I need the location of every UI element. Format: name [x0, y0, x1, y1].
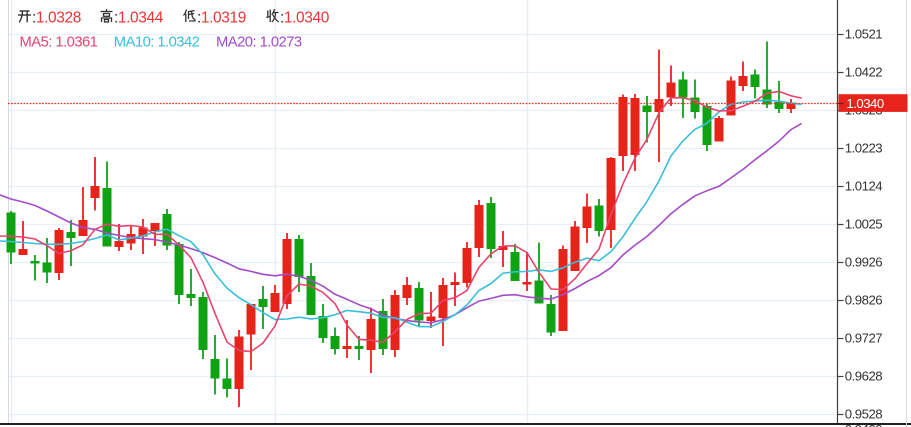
svg-text:0.9528: 0.9528 — [845, 407, 883, 422]
svg-text:MA5: 1.0361: MA5: 1.0361 — [20, 35, 98, 51]
svg-text:1.0340: 1.0340 — [846, 96, 884, 111]
svg-text:0.9628: 0.9628 — [845, 369, 883, 384]
svg-text:0.9826: 0.9826 — [845, 293, 883, 308]
svg-text::1.0319: :1.0319 — [197, 10, 246, 27]
svg-text::1.0344: :1.0344 — [114, 10, 164, 27]
svg-text:1.0521: 1.0521 — [845, 27, 883, 42]
svg-text::1.0340: :1.0340 — [280, 10, 330, 27]
svg-text:1.0223: 1.0223 — [845, 141, 883, 156]
svg-text:1.0422: 1.0422 — [845, 65, 883, 80]
svg-text:0.9429: 0.9429 — [845, 422, 883, 427]
svg-text:MA10: 1.0342: MA10: 1.0342 — [114, 35, 200, 51]
svg-text:1.0025: 1.0025 — [845, 217, 883, 232]
svg-text::1.0328: :1.0328 — [32, 10, 81, 27]
svg-text:1.0124: 1.0124 — [845, 179, 883, 194]
svg-text:MA20: 1.0273: MA20: 1.0273 — [216, 35, 302, 51]
svg-text:0.9926: 0.9926 — [845, 255, 883, 270]
svg-text:0.9727: 0.9727 — [845, 331, 883, 346]
